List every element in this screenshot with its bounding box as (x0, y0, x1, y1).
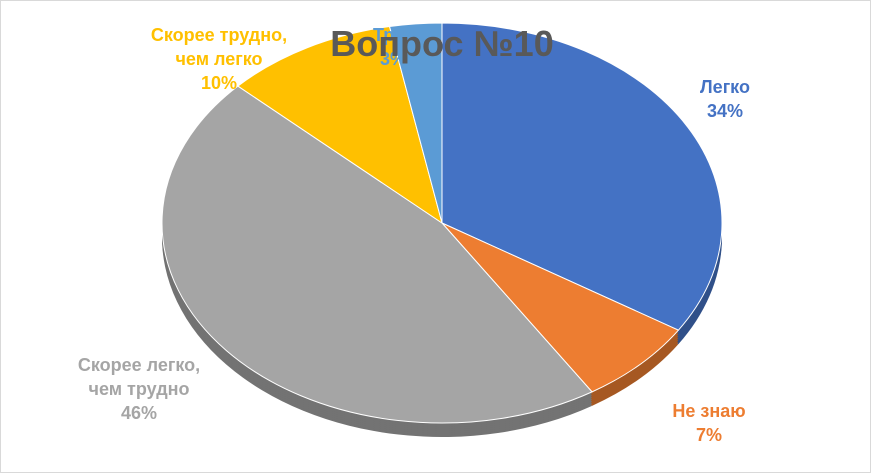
data-label: Легко 34% (680, 75, 770, 123)
slice (388, 22, 443, 224)
data-label: Не знаю 7% (654, 399, 764, 447)
data-label-text: Скорее трудно, чем легко (150, 25, 288, 69)
data-label-value: 7% (695, 425, 722, 445)
chart-title: Вопрос №10 (330, 23, 553, 65)
data-label-text: Трудно (373, 25, 413, 45)
data-label-value: 34% (706, 101, 744, 121)
data-label: Скорее трудно, чем легко 10% (149, 23, 289, 95)
data-label-text: Не знаю (672, 401, 746, 421)
slice (237, 25, 443, 225)
slice (161, 85, 593, 424)
chart-title-text: Вопрос №10 (330, 23, 554, 64)
data-label-value: 10% (200, 73, 238, 93)
data-label: Трудно 3% (373, 23, 413, 71)
data-label-text: Легко (700, 77, 750, 97)
data-label: Скорее легко, чем трудно 46% (64, 353, 214, 425)
data-label-value: 46% (120, 403, 158, 423)
slice (441, 22, 723, 331)
data-label-text: Скорее легко, чем трудно (77, 355, 201, 399)
slice (441, 222, 680, 393)
data-label-value: 3% (379, 49, 406, 69)
